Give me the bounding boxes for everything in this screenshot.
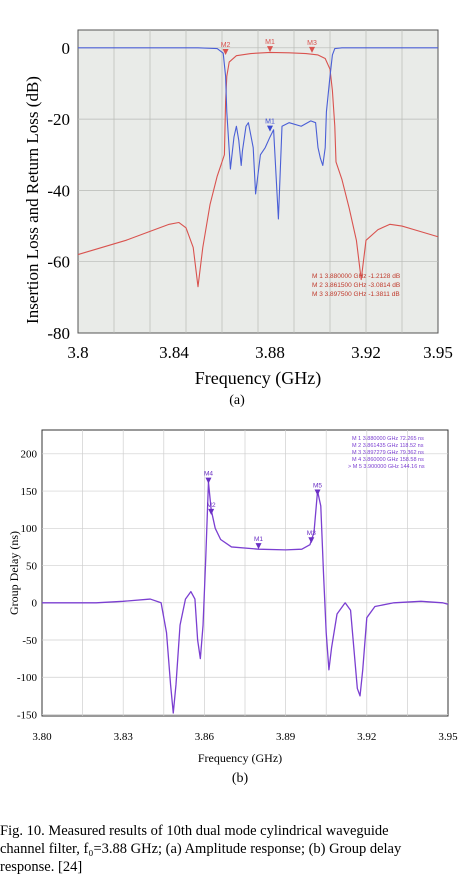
- y-tick-label: -40: [47, 181, 70, 200]
- marker-label: M3: [307, 530, 316, 537]
- series-b: [42, 481, 449, 714]
- x-tick-labels-b: 3.80 3.83 3.86 3.89 3.92 3.95: [32, 731, 458, 743]
- marker-triangle: [222, 48, 229, 55]
- marker-table-a-row: M 1 3.880000 GHz -1.2128 dB: [312, 273, 400, 280]
- caption-line-3: response. [24]: [0, 859, 83, 875]
- marker-triangle: [205, 477, 212, 484]
- y-tick-label: -80: [47, 324, 70, 343]
- marker-table-b-row: M 4 3.860000 GHz 158.58 ns: [352, 457, 424, 463]
- x-tick-label: 3.92: [357, 731, 376, 743]
- marker-table-b-row: M 3 3.897279 GHz 79.362 ns: [352, 450, 424, 456]
- x-tick-label: 3.83: [114, 731, 134, 743]
- series-line-1: [77, 51, 439, 288]
- marker-table-a-row: M 2 3.861500 GHz -3.0814 dB: [312, 282, 400, 289]
- y-axis-label-b: Group Delay (ns): [7, 531, 21, 615]
- marker-table-b-row: M 2 3.861435 GHz 118.52 ns: [352, 443, 424, 449]
- marker-table-a: M 1 3.880000 GHz -1.2128 dB M 2 3.861500…: [312, 273, 400, 298]
- caption-line-1: Fig. 10. Measured results of 10th dual m…: [0, 823, 389, 839]
- y-axis-label-a: Insertion Loss and Return Loss (dB): [23, 76, 42, 324]
- x-tick-label: 3.84: [159, 343, 189, 362]
- caption-line-2: channel filter, f₀=3.88 GHz; (a) Amplitu…: [0, 841, 402, 857]
- x-axis-label-b: Frequency (GHz): [198, 751, 282, 765]
- x-tick-label: 3.86: [195, 731, 215, 743]
- y-tick-label: 200: [21, 449, 38, 461]
- x-tick-labels-a: 3.8 3.84 3.88 3.92 3.95: [67, 343, 453, 362]
- marker-triangle: [309, 46, 315, 53]
- marker-triangle: [267, 125, 273, 132]
- marker-triangle: [267, 46, 273, 53]
- y-tick-labels-a: 0 -20 -40 -60 -80: [47, 39, 70, 343]
- marker-label: M1: [265, 39, 275, 46]
- panel-label-a: (a): [229, 393, 245, 408]
- marker-label: M2: [221, 42, 231, 49]
- x-tick-label: 3.92: [351, 343, 381, 362]
- figure-caption: Fig. 10. Measured results of 10th dual m…: [0, 822, 474, 876]
- x-tick-label: 3.8: [67, 343, 88, 362]
- marker-label: M3: [307, 40, 317, 47]
- x-tick-label: 3.95: [438, 731, 458, 743]
- marker-table-a-row: M 3 3.897500 GHz -1.3811 dB: [312, 291, 400, 298]
- y-tick-labels-b: 200 150 100 50 0 -50 -100 -150: [17, 449, 38, 722]
- x-tick-label: 3.88: [255, 343, 285, 362]
- series-a: [77, 47, 439, 288]
- marker-label: M1: [265, 119, 275, 126]
- x-tick-label: 3.95: [423, 343, 453, 362]
- x-axis-label-a: Frequency (GHz): [195, 368, 321, 389]
- marker-triangle: [314, 489, 321, 496]
- y-tick-label: -150: [17, 709, 38, 721]
- y-tick-label: -20: [47, 110, 70, 129]
- marker-label: M5: [313, 483, 322, 490]
- x-tick-label: 3.80: [32, 731, 52, 743]
- series-line-1: [42, 481, 449, 714]
- marker-triangle: [208, 508, 215, 515]
- x-tick-label: 3.89: [276, 731, 296, 743]
- marker-table-b-row: > M 5 3.900000 GHz 144.16 ns: [348, 464, 425, 470]
- series-line-2: [78, 47, 438, 220]
- marker-table-b: M 1 3.880000 GHz 72.265 ns M 2 3.861435 …: [348, 436, 425, 470]
- panel-label-b: (b): [232, 771, 249, 786]
- marker-table-b-row: M 1 3.880000 GHz 72.265 ns: [352, 436, 424, 442]
- marker-triangle: [308, 537, 315, 544]
- y-tick-label: -100: [17, 672, 38, 684]
- marker-label: M4: [204, 471, 213, 478]
- y-tick-label: -50: [22, 635, 37, 647]
- markers-a: M2 M1 M3 M1: [221, 39, 317, 132]
- marker-label: M1: [254, 536, 263, 543]
- y-tick-label: 0: [62, 39, 71, 58]
- marker-label: M2: [207, 502, 216, 509]
- markers-b: M4 M2 M1 M3 M5: [204, 471, 322, 550]
- y-tick-label: -60: [47, 253, 70, 272]
- y-tick-label: 100: [21, 523, 38, 535]
- y-tick-label: 50: [26, 560, 38, 572]
- y-tick-label: 150: [21, 486, 38, 498]
- marker-triangle: [255, 543, 262, 550]
- y-tick-label: 0: [32, 598, 38, 610]
- grid-b: [42, 430, 448, 716]
